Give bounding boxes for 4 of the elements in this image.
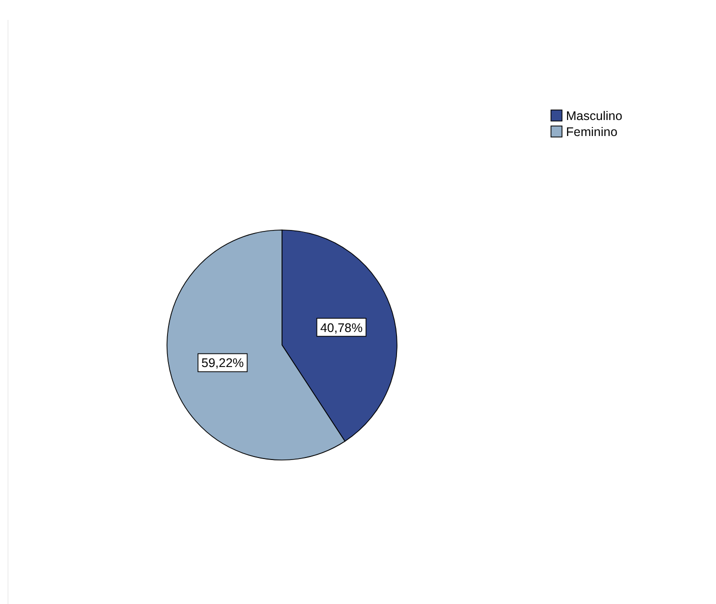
legend-label: Feminino xyxy=(566,125,618,139)
data-label: 40,78% xyxy=(320,320,363,335)
data-label: 59,22% xyxy=(201,356,244,370)
legend-label: Masculino xyxy=(566,109,622,123)
